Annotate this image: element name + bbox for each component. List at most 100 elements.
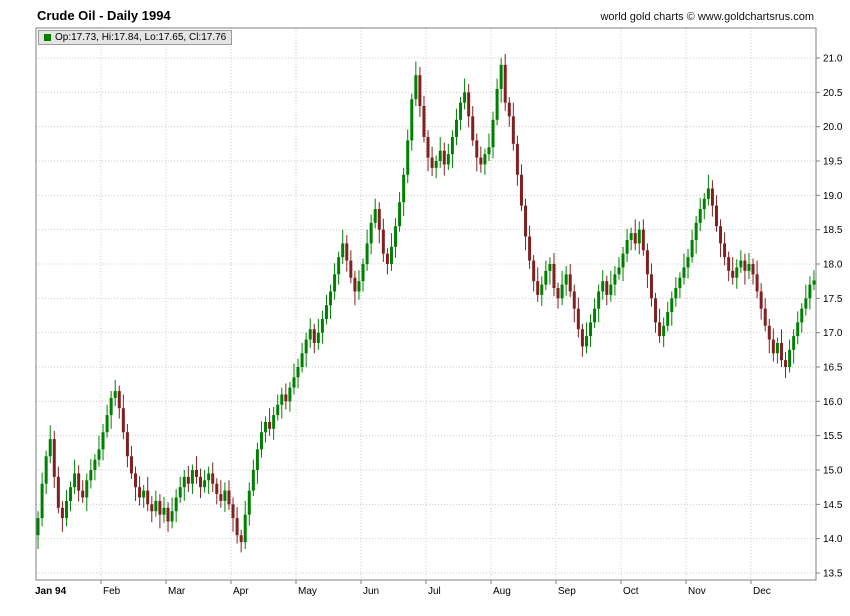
candle-body	[398, 202, 402, 227]
candle-body	[337, 257, 341, 275]
candle-body	[113, 391, 117, 398]
candle-body	[633, 233, 637, 244]
candle-body	[199, 476, 203, 488]
candle-body	[706, 188, 710, 199]
candle-body	[300, 353, 304, 367]
x-month-label: Oct	[623, 586, 639, 597]
candle-body	[658, 322, 662, 337]
candle-body	[345, 243, 349, 261]
candle-body	[158, 500, 162, 515]
candle-body	[528, 236, 532, 261]
candle-body	[483, 154, 487, 165]
candle-body	[349, 260, 353, 278]
candle-body	[227, 490, 231, 505]
y-tick-label: 14.5	[823, 500, 843, 511]
candle-body	[532, 260, 536, 282]
candle-body	[121, 408, 125, 433]
candle-body	[239, 535, 243, 543]
candle-body	[341, 243, 345, 258]
y-tick-label: 17.0	[823, 328, 843, 339]
candle-body	[211, 473, 215, 484]
candle-body	[394, 226, 398, 247]
candle-body	[495, 88, 499, 120]
candle-body	[788, 349, 792, 367]
candle-body	[93, 459, 97, 470]
candle-body	[284, 394, 288, 402]
x-month-label: Nov	[688, 586, 706, 597]
candle-body	[560, 284, 564, 299]
candle-body	[463, 92, 467, 103]
x-month-label: Sep	[558, 586, 576, 597]
candle-body	[519, 174, 523, 206]
candle-body	[251, 470, 255, 491]
candle-body	[292, 377, 296, 388]
candle-body	[85, 480, 89, 498]
candle-body	[60, 507, 64, 519]
candle-body	[109, 397, 113, 416]
candle-body	[268, 421, 272, 429]
candle-body	[800, 308, 804, 323]
candle-body	[755, 274, 759, 292]
x-month-label: Jan 94	[35, 586, 67, 597]
y-tick-label: 20.0	[823, 122, 843, 133]
candle-body	[418, 75, 422, 107]
candle-body	[515, 143, 519, 175]
candle-body	[373, 209, 377, 223]
x-month-label: Jun	[363, 586, 379, 597]
candle-body	[381, 229, 385, 254]
y-tick-label: 19.5	[823, 157, 843, 168]
candle-body	[597, 291, 601, 309]
candle-body	[503, 64, 507, 103]
x-month-label: Jul	[428, 586, 441, 597]
y-tick-label: 15.0	[823, 466, 843, 477]
candle-body	[739, 260, 743, 268]
candle-body	[621, 253, 625, 268]
candle-body	[686, 257, 690, 268]
candle-body	[430, 157, 434, 168]
candle-body	[361, 264, 365, 282]
candle-body	[593, 308, 597, 323]
candle-body	[174, 497, 178, 512]
candle-body	[471, 116, 475, 141]
candle-body	[406, 140, 410, 175]
candle-body	[694, 222, 698, 240]
candle-body	[641, 229, 645, 251]
y-tick-label: 16.5	[823, 363, 843, 374]
candle-body	[438, 150, 442, 161]
candle-body	[255, 449, 259, 470]
candle-body	[97, 449, 101, 460]
candle-body	[779, 342, 783, 361]
candle-body	[329, 291, 333, 306]
candle-body	[719, 226, 723, 244]
candle-body	[654, 298, 658, 323]
candle-body	[564, 274, 568, 285]
candle-body	[674, 288, 678, 299]
candle-body	[146, 490, 150, 505]
candle-body	[723, 243, 727, 258]
candle-body	[690, 239, 694, 258]
candle-body	[138, 487, 142, 498]
y-tick-label: 13.5	[823, 569, 843, 580]
candle-body	[247, 490, 251, 515]
candle-body	[324, 305, 328, 319]
candle-body	[572, 291, 576, 309]
candle-body	[219, 494, 223, 501]
candle-body	[410, 99, 414, 141]
candle-body	[544, 270, 548, 285]
candle-body	[357, 281, 361, 292]
page-title: Crude Oil - Daily 1994	[37, 8, 171, 23]
candle-body	[414, 75, 418, 100]
candle-body	[264, 421, 268, 433]
ohlc-legend-text: Op:17.73, Hi:17.84, Lo:17.65, Cl:17.76	[55, 32, 227, 43]
candle-body	[304, 339, 308, 354]
candle-body	[44, 456, 48, 484]
candle-body	[312, 329, 316, 343]
candle-body	[710, 188, 714, 206]
candle-body	[775, 342, 779, 354]
candle-body	[629, 233, 633, 240]
candle-body	[353, 277, 357, 292]
candle-body	[556, 288, 560, 299]
candle-body	[166, 507, 170, 522]
